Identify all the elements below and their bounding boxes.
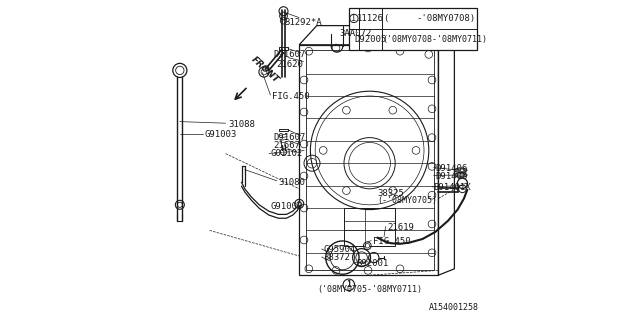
Text: 1: 1 (351, 14, 356, 23)
Text: 38325: 38325 (378, 189, 404, 198)
Text: FRONT: FRONT (249, 55, 280, 85)
Text: G91003: G91003 (205, 130, 237, 139)
Text: 38372: 38372 (323, 253, 350, 262)
Text: D91406: D91406 (435, 164, 467, 172)
Text: G01102: G01102 (270, 149, 303, 158)
Text: 21619: 21619 (387, 223, 414, 232)
Text: G95904: G95904 (323, 245, 355, 254)
Text: B92001: B92001 (356, 259, 388, 268)
Text: 1: 1 (346, 280, 351, 289)
Text: FIG.450: FIG.450 (372, 237, 410, 246)
Text: 3AA072: 3AA072 (339, 29, 371, 38)
FancyBboxPatch shape (279, 47, 288, 50)
Text: 11126: 11126 (357, 14, 384, 23)
Text: 21667: 21667 (274, 141, 300, 150)
Text: (-'08MY0705): (-'08MY0705) (378, 196, 438, 205)
Circle shape (261, 69, 267, 75)
Text: (: ( (383, 14, 388, 23)
Text: 31080: 31080 (278, 178, 305, 187)
Text: D91607: D91607 (274, 50, 306, 59)
Text: FIG.450: FIG.450 (272, 92, 310, 100)
Text: -'08MY0708): -'08MY0708) (416, 14, 475, 23)
Circle shape (297, 202, 301, 206)
Text: D92005: D92005 (355, 35, 387, 44)
Text: A154001258: A154001258 (429, 303, 479, 312)
Text: D91406: D91406 (435, 172, 467, 180)
FancyBboxPatch shape (349, 8, 477, 50)
Circle shape (365, 244, 370, 248)
Text: 31292*A: 31292*A (285, 18, 323, 27)
Text: ('08MY0708-'08MY0711): ('08MY0708-'08MY0711) (383, 35, 488, 44)
Text: 31088: 31088 (229, 120, 255, 129)
Text: D91607: D91607 (274, 133, 306, 142)
Text: B91401X: B91401X (434, 183, 471, 192)
Text: G91003: G91003 (270, 202, 303, 211)
Text: 21620: 21620 (276, 60, 303, 68)
Text: ('08MY0705-'08MY0711): ('08MY0705-'08MY0711) (317, 285, 422, 294)
FancyBboxPatch shape (279, 129, 288, 131)
